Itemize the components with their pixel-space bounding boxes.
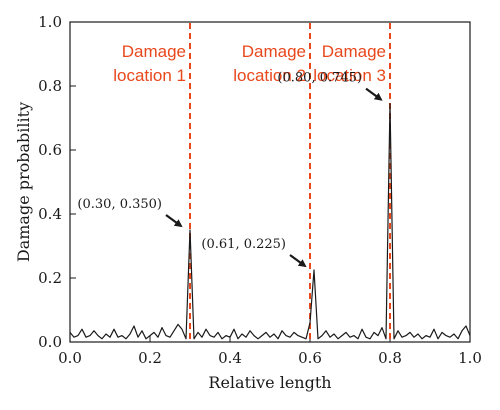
x-tick-label: 0.0 — [58, 349, 82, 367]
axis-ticks: 0.0 0.2 0.4 0.6 0.8 1.0 0.0 0.2 0.4 0.6 0.8 1.0 — [38, 13, 482, 367]
y-tick-label: 0.6 — [38, 141, 62, 159]
peak-annotation-label: (0.61, 0.225) — [201, 237, 286, 252]
y-tick-label: 0.8 — [38, 77, 62, 95]
damage-location-label: location 2 — [233, 66, 306, 85]
series-line — [69, 103, 471, 340]
peak-annotations: (0.30, 0.350) (0.61, 0.225) (0.80, 0.745) — [77, 71, 383, 268]
annotation-arrow — [165, 214, 183, 228]
annotation-arrow — [289, 254, 307, 268]
y-tick-label: 0.4 — [38, 205, 62, 223]
plot-frame — [69, 21, 471, 343]
x-axis-title: Relative length — [208, 373, 331, 392]
x-tick-label: 1.0 — [458, 349, 482, 367]
y-tick-label: 0.0 — [38, 333, 62, 351]
y-tick-label: 1.0 — [38, 13, 62, 31]
damage-location-label: Damage — [242, 42, 306, 61]
damage-markers: Damage location 1 Damage location 2 Damage lo… — [113, 23, 391, 341]
y-axis-title: Damage probability — [14, 102, 33, 262]
damage-location-label: Damage — [122, 42, 186, 61]
x-tick-label: 0.8 — [378, 349, 402, 367]
peak-annotation-label: (0.80, 0.745) — [277, 71, 362, 86]
annotation-arrow — [365, 87, 383, 101]
y-tick-label: 0.2 — [38, 269, 62, 287]
peak-annotation-label: (0.30, 0.350) — [77, 197, 162, 212]
x-tick-label: 0.6 — [298, 349, 322, 367]
x-tick-label: 0.2 — [138, 349, 162, 367]
damage-location-label: location 1 — [113, 66, 186, 85]
damage-location-label: location 3 — [313, 66, 386, 85]
damage-location-label: Damage — [322, 42, 386, 61]
x-tick-label: 0.4 — [218, 349, 242, 367]
